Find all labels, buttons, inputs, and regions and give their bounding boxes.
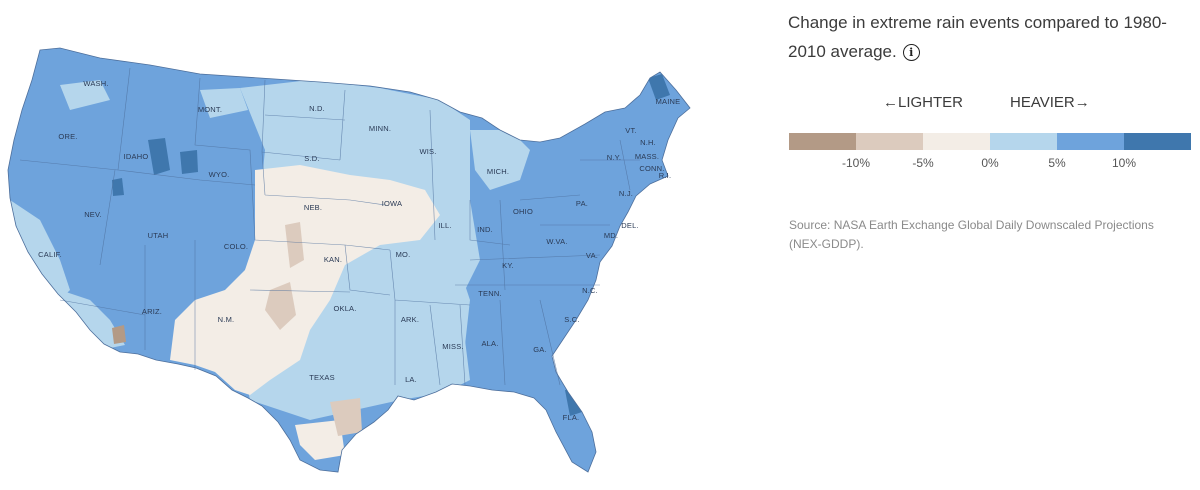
lighter-direction-label: ←LIGHTER: [883, 94, 964, 111]
legend-swatch-2: [923, 133, 990, 150]
state-label: TEXAS: [309, 373, 335, 382]
s-texas-cream-patch: [295, 420, 345, 460]
state-label: N.H.: [640, 138, 656, 147]
neb-tan-patch: [285, 222, 304, 268]
texas-tan-patch: [330, 398, 362, 436]
southwest-light-region: [60, 290, 125, 350]
legend-swatch-3: [990, 133, 1057, 150]
state-label: R.I.: [659, 171, 671, 180]
michigan-light-region: [470, 130, 530, 190]
state-label: PA.: [576, 199, 588, 208]
maine-dark-patch: [648, 74, 670, 100]
wyo-dark-patch: [180, 150, 198, 174]
state-label: FLA.: [563, 413, 580, 422]
legend-title: Change in extreme rain events compared t…: [788, 8, 1168, 66]
legend-tick-label: 10%: [1111, 156, 1137, 170]
source-note: Source: NASA Earth Exchange Global Daily…: [789, 218, 1154, 251]
state-label: ARK.: [401, 315, 419, 324]
legend-tick-label: -5%: [912, 156, 934, 170]
legend-swatch-0: [789, 133, 856, 150]
state-label: KAN.: [324, 255, 342, 264]
state-label: GA.: [533, 345, 547, 354]
state-label: ALA.: [481, 339, 498, 348]
state-label: MAINE: [656, 97, 681, 106]
state-label: CALIF.: [38, 250, 62, 259]
state-label: MO.: [396, 250, 411, 259]
nm-tan-patch: [265, 282, 296, 330]
state-label: N.J.: [619, 189, 633, 198]
state-label: MD.: [604, 231, 618, 240]
state-label: VT.: [625, 126, 636, 135]
state-label: MICH.: [487, 167, 509, 176]
state-label: S.D.: [304, 154, 319, 163]
state-label: MONT.: [198, 105, 222, 114]
state-labels: WASH. ORE. IDAHO MONT. N.D. MINN. WYO. S.D. WIS.…: [38, 79, 680, 422]
state-label: MISS.: [442, 342, 463, 351]
nev-dark-patch: [112, 178, 124, 196]
legend-panel: Change in extreme rain events compared t…: [788, 8, 1198, 478]
heavier-direction-label: HEAVIER→: [1010, 94, 1090, 111]
state-label: DEL.: [621, 221, 638, 230]
state-label: ILL.: [438, 221, 451, 230]
legend-color-bar: [789, 133, 1191, 150]
illinois-light-region: [435, 200, 480, 300]
state-label: CONN.: [639, 164, 664, 173]
calif-light-region: [10, 200, 70, 300]
idaho-dark-patch: [148, 138, 170, 175]
state-label: N.C.: [582, 286, 598, 295]
state-label: NEV.: [84, 210, 102, 219]
legend-tick-label: -10%: [841, 156, 871, 170]
state-label: WASH.: [83, 79, 108, 88]
state-label: ARIZ.: [142, 307, 162, 316]
state-label: MINN.: [369, 124, 391, 133]
plains-cream-region: [170, 165, 440, 395]
state-label: S.C.: [564, 315, 579, 324]
state-label: OKLA.: [333, 304, 356, 313]
legend-tick-label: 5%: [1048, 156, 1066, 170]
state-label: MASS.: [635, 152, 659, 161]
state-label: N.M.: [218, 315, 235, 324]
state-label: WYO.: [209, 170, 230, 179]
state-label: W.VA.: [546, 237, 567, 246]
legend-swatch-4: [1057, 133, 1124, 150]
state-label: TENN.: [478, 289, 502, 298]
state-label: ORE.: [58, 132, 77, 141]
precipitation-map: WASH. ORE. IDAHO MONT. N.D. MINN. WYO. S.D. WIS.…: [7, 47, 691, 473]
state-label: COLO.: [224, 242, 248, 251]
state-label: N.Y.: [607, 153, 621, 162]
state-label: WIS.: [419, 147, 436, 156]
legend-title-text: Change in extreme rain events compared t…: [788, 13, 1167, 61]
state-label: KY.: [502, 261, 514, 270]
state-label: IDAHO: [124, 152, 149, 161]
state-label: VA.: [586, 251, 598, 260]
lower-ms-light-region: [400, 300, 470, 395]
nw-light-patch: [60, 80, 110, 110]
info-icon[interactable]: i: [902, 44, 920, 62]
legend-tick-label: 0%: [981, 156, 999, 170]
state-label: LA.: [405, 375, 417, 384]
state-label: IND.: [477, 225, 493, 234]
state-label: IOWA: [382, 199, 403, 208]
iowa-cream-patch: [380, 180, 435, 225]
legend-swatch-5: [1124, 133, 1191, 150]
state-label: N.D.: [309, 104, 325, 113]
state-label: NEB.: [304, 203, 322, 212]
state-borders: [19, 67, 640, 386]
az-brown-patch: [112, 325, 126, 344]
legend-swatch-1: [856, 133, 923, 150]
state-label: UTAH: [148, 231, 169, 240]
us-map-svg: WASH. ORE. IDAHO MONT. N.D. MINN. WYO. S.D. WIS.…: [7, 47, 691, 473]
state-label: OHIO: [513, 207, 533, 216]
mont-light-patch: [200, 88, 248, 118]
